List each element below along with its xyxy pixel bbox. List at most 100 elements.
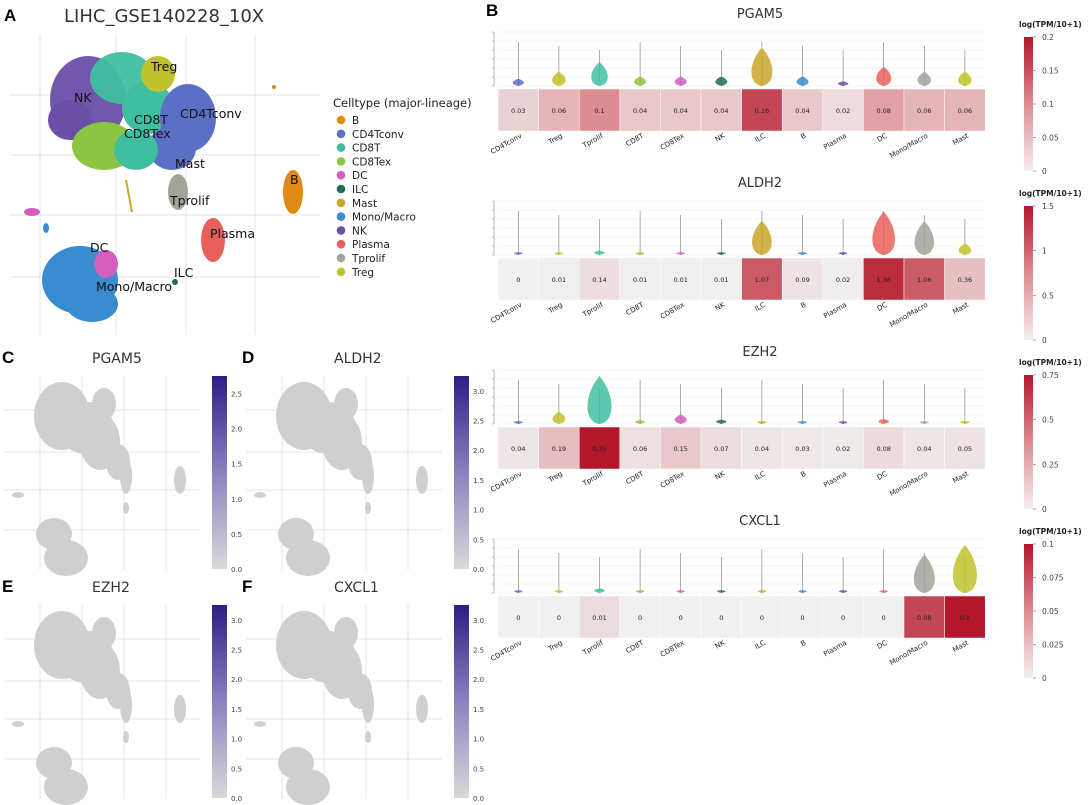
colorbar-tick: 2.0	[231, 676, 242, 684]
violin	[513, 421, 524, 424]
violin	[752, 220, 772, 255]
category-tick-label: B	[799, 639, 807, 648]
violin	[796, 76, 809, 86]
umap-clusters	[24, 52, 303, 322]
heatmap-cell-label: 0	[557, 614, 561, 622]
heatmap-cell	[781, 426, 824, 470]
violin	[634, 76, 647, 86]
colorbar-tick: 1.5	[473, 477, 484, 485]
colorbar-tick: 0.5	[1042, 416, 1054, 425]
feature-panel-ezh2: E EZH2 3.0 2.5 2.0 1.5 1.0 0.5 0.0	[2, 577, 242, 805]
colorbar-tick: 2.5	[231, 391, 242, 399]
category-tick-label: Mast	[951, 639, 970, 654]
heatmap-cell-label: 0.02	[836, 107, 850, 115]
heatmap-cell	[822, 88, 864, 132]
violin	[958, 71, 972, 86]
category-tick-label: CD4Tconv	[489, 132, 523, 156]
heatmap-cell-label: 0.01	[633, 276, 647, 284]
heatmap-cell-label: 0.1	[960, 614, 970, 622]
colorbar-tick: 0.5	[1042, 291, 1054, 300]
heatmap-cell	[822, 257, 864, 301]
heatmap-cell	[741, 595, 783, 639]
legend-swatch	[336, 253, 346, 263]
category-tick-label: Tprolif	[581, 470, 605, 489]
heatmap-cell	[903, 595, 945, 639]
colorbar	[1024, 375, 1033, 509]
violin	[958, 243, 972, 255]
category-tick-label: Tprolif	[581, 301, 605, 320]
colorbar-tick: 0.25	[1042, 460, 1059, 469]
category-tick-label: Mono/Macro	[888, 470, 929, 498]
violin	[512, 78, 524, 86]
heatmap-cell	[538, 257, 580, 301]
category-tick-label: NK	[714, 301, 727, 313]
category-tick-label: Plasma	[822, 639, 848, 659]
panel-a: A LIHC_GSE140228_10X	[4, 6, 472, 335]
heatmap-cell	[538, 595, 580, 639]
colorbar-tick: 1.5	[1042, 202, 1054, 211]
heatmap-cell	[578, 595, 621, 639]
category-tick-label: Treg	[546, 132, 564, 147]
colorbar-tick: 0.1	[1042, 100, 1054, 109]
category-tick-label: ILC	[753, 639, 766, 651]
legend-swatch	[336, 157, 346, 166]
category-tick-label: CD8T	[625, 469, 646, 486]
heatmap-cell	[700, 595, 742, 639]
cluster-label: NK	[74, 90, 92, 105]
legend-label: NK	[352, 225, 368, 237]
category-tick-label: CD8Tex	[659, 639, 686, 659]
heatmap-cell	[781, 257, 824, 301]
panel-letter-a: A	[4, 6, 16, 25]
heatmap-cell-label: 0.08	[876, 107, 890, 115]
heatmap-cell	[741, 88, 783, 132]
legend-swatch	[336, 184, 346, 194]
heatmap-cell	[660, 426, 702, 470]
legend-label: CD8T	[352, 143, 381, 155]
colorbar-tick: 0.0	[473, 566, 484, 574]
heatmap-cell-label: 0.07	[714, 445, 728, 453]
heatmap-cell	[903, 426, 945, 470]
violin	[676, 252, 686, 255]
violin	[959, 420, 970, 424]
gene-title: EZH2	[742, 345, 777, 360]
colorbar-tick: 0.15	[1042, 67, 1059, 76]
colorbar-tick: 3.0	[473, 388, 484, 396]
colorbar-tick: 0.0	[231, 566, 242, 574]
violin-heatmap-panels: PGAM5 0.03 CD4Tconv 0.06 Treg 0.1 Tprolif 0.04 C…	[489, 7, 1081, 683]
heatmap-cell-label: 0	[719, 614, 723, 622]
legend-label: ILC	[352, 184, 368, 196]
panel-letter: F	[242, 577, 252, 596]
violin	[797, 252, 808, 255]
category-tick-label: DC	[876, 470, 889, 482]
colorbar	[212, 605, 227, 798]
legend-swatch	[336, 226, 346, 235]
violin	[676, 590, 686, 593]
colorbar-tick: 2.0	[231, 426, 242, 434]
heatmap-cell-label: 0	[800, 614, 804, 622]
colorbar-tick: 0.5	[473, 536, 484, 544]
colorbar-tick: 0	[1042, 674, 1047, 683]
colorbar-tick: 0.1	[1042, 540, 1054, 549]
category-tick-label: ILC	[753, 470, 766, 482]
feature-umap-panels: C PGAM5 2.5 2.0 1.5 1.0 0.5 0.0 D ALDH2 3.0 2.5 2.0 1…	[2, 348, 484, 805]
category-tick-label: ILC	[753, 301, 766, 313]
heatmap-cell-label: 0.04	[755, 445, 769, 453]
feature-title: ALDH2	[334, 351, 382, 367]
heatmap-cell-label: 0.04	[714, 107, 728, 115]
heatmap-cell-label: 0.04	[511, 445, 525, 453]
heatmap-cell	[944, 426, 986, 470]
heatmap-cell	[903, 257, 945, 301]
heatmap-cell	[822, 426, 864, 470]
colorbar-tick: 0.5	[231, 531, 242, 539]
cluster-label: B	[290, 172, 299, 187]
violin	[716, 419, 727, 424]
cluster-label: CD8Tex	[124, 126, 171, 141]
cluster-plasma	[201, 218, 225, 262]
panel-letter: E	[2, 577, 13, 596]
violin	[837, 81, 849, 86]
heatmap-cell-label: 0.75	[592, 445, 606, 453]
violin	[587, 376, 612, 424]
category-tick-label: Mono/Macro	[888, 639, 929, 667]
violin	[872, 211, 895, 255]
